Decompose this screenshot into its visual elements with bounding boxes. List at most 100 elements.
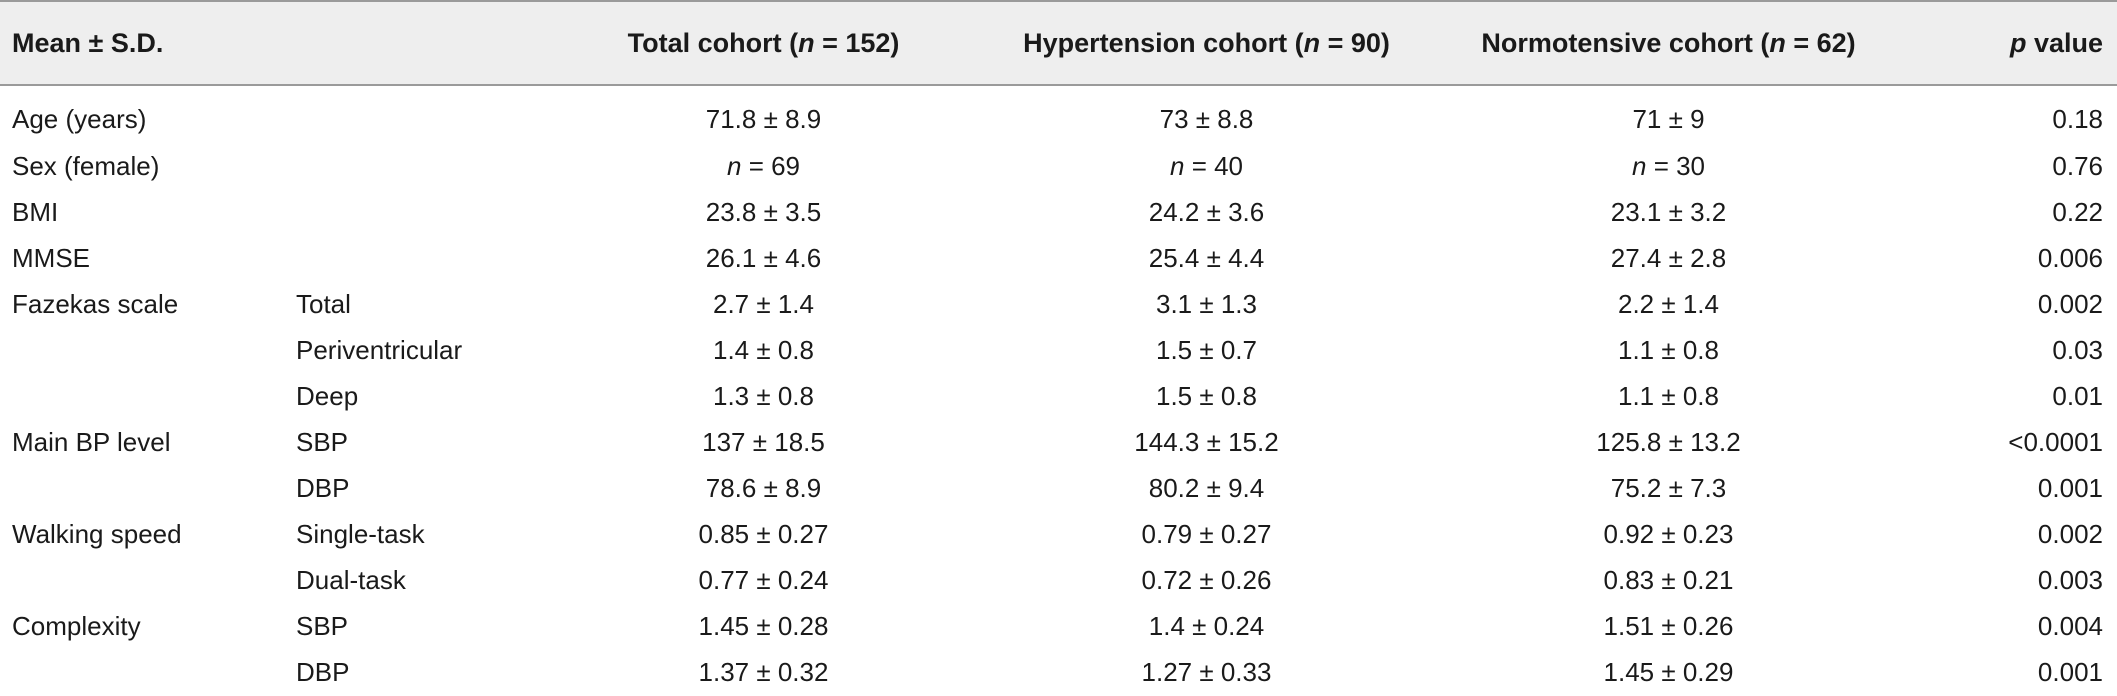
row-subgroup: SBP [296,610,349,641]
cell-p-value: 0.001 [2037,656,2103,687]
row-subgroup: DBP [296,472,350,503]
cell-normotensive: 125.8 ± 13.2 [1596,426,1741,457]
row-subgroup: Dual-task [296,564,406,595]
row-subgroup [286,235,552,281]
cell-normotensive: 27.4 ± 2.8 [1610,242,1727,273]
cell-p-value: 0.18 [2052,104,2103,134]
table-header: Mean ± S.D. Total cohort (n = 152) Hyper… [0,0,2117,86]
row-group [0,557,286,603]
row-subgroup [286,143,552,189]
row-group [0,327,286,373]
cell-normotensive: 1.1 ± 0.8 [1617,334,1719,365]
row-group [0,465,286,511]
cell-normotensive: 0.92 ± 0.23 [1603,518,1734,549]
table-row: Sex (female) n = 69 n = 40 n = 30 0.76 [0,143,2117,189]
table-row: Walking speed Single-task 0.85 ± 0.27 0.… [0,511,2117,557]
cell-normotensive: 71 ± 9 [1632,104,1705,134]
cell-p-value: 0.01 [2052,380,2103,411]
cell-p-value: <0.0001 [2008,426,2103,457]
cell-p-value: 0.22 [2052,196,2103,227]
header-hypertension-cohort: Hypertension cohort (n = 90) [975,0,1438,86]
row-subgroup: Single-task [296,518,425,549]
cell-total: 2.7 ± 1.4 [712,288,814,319]
cell-hypertension: 1.4 ± 0.24 [1148,610,1265,641]
cell-p-value: 0.03 [2052,334,2103,365]
table-row: DBP 78.6 ± 8.9 80.2 ± 9.4 75.2 ± 7.3 0.0… [0,465,2117,511]
table-row: Complexity SBP 1.45 ± 0.28 1.4 ± 0.24 1.… [0,603,2117,649]
cell-hypertension: 1.5 ± 0.7 [1155,334,1257,365]
table-body: Age (years) 71.8 ± 8.9 73 ± 8.8 71 ± 9 0… [0,85,2117,695]
cell-p-value: 0.001 [2037,472,2103,503]
header-subgroup [286,0,552,86]
row-subgroup [286,189,552,235]
cell-p-value: 0.006 [2037,242,2103,273]
row-subgroup: Total [296,288,351,319]
table-row: Main BP level SBP 137 ± 18.5 144.3 ± 15.… [0,419,2117,465]
header-mean-sd: Mean ± S.D. [0,0,286,86]
cell-normotensive: 0.83 ± 0.21 [1603,564,1734,595]
cell-hypertension: 1.27 ± 0.33 [1141,656,1272,687]
row-group [0,649,286,695]
row-group: Complexity [12,610,141,641]
cell-hypertension: 1.5 ± 0.8 [1155,380,1257,411]
cell-total: 137 ± 18.5 [702,426,825,457]
cell-normotensive: 23.1 ± 3.2 [1610,196,1727,227]
cell-p-value: 0.002 [2037,288,2103,319]
cell-p-value: 0.76 [2052,150,2103,181]
cell-total: 71.8 ± 8.9 [705,104,822,134]
header-row: Mean ± S.D. Total cohort (n = 152) Hyper… [0,0,2117,86]
cell-normotensive: 1.45 ± 0.29 [1603,656,1734,687]
cell-hypertension: 3.1 ± 1.3 [1155,288,1257,319]
row-group: BMI [12,196,59,227]
row-group: Walking speed [12,518,182,549]
cell-hypertension: 144.3 ± 15.2 [1134,426,1279,457]
header-p-value: p value [1899,0,2117,86]
cell-hypertension: n = 40 [1169,150,1244,181]
cell-total: 23.8 ± 3.5 [705,196,822,227]
row-group: Main BP level [12,426,171,457]
row-subgroup: Deep [296,380,359,411]
cell-normotensive: 1.51 ± 0.26 [1603,610,1734,641]
table-row: DBP 1.37 ± 0.32 1.27 ± 0.33 1.45 ± 0.29 … [0,649,2117,695]
row-group: MMSE [12,242,90,273]
table-row: Dual-task 0.77 ± 0.24 0.72 ± 0.26 0.83 ±… [0,557,2117,603]
row-subgroup: DBP [296,656,350,687]
cell-total: 1.45 ± 0.28 [698,610,829,641]
row-group: Sex (female) [12,150,160,181]
cell-hypertension: 0.72 ± 0.26 [1141,564,1272,595]
cell-total: 1.37 ± 0.32 [698,656,829,687]
cell-p-value: 0.002 [2037,518,2103,549]
cell-hypertension: 24.2 ± 3.6 [1148,196,1265,227]
row-subgroup: Periventricular [296,334,463,365]
table-row: MMSE 26.1 ± 4.6 25.4 ± 4.4 27.4 ± 2.8 0.… [0,235,2117,281]
table-row: Age (years) 71.8 ± 8.9 73 ± 8.8 71 ± 9 0… [0,85,2117,143]
cell-total: 0.77 ± 0.24 [698,564,829,595]
cell-hypertension: 25.4 ± 4.4 [1148,242,1265,273]
table-row: BMI 23.8 ± 3.5 24.2 ± 3.6 23.1 ± 3.2 0.2… [0,189,2117,235]
row-group: Age (years) [12,104,147,134]
row-group [0,373,286,419]
cell-p-value: 0.003 [2037,564,2103,595]
cell-normotensive: 1.1 ± 0.8 [1617,380,1719,411]
row-subgroup [286,85,552,143]
cell-p-value: 0.004 [2037,610,2103,641]
cell-normotensive: 75.2 ± 7.3 [1610,472,1727,503]
table-row: Fazekas scale Total 2.7 ± 1.4 3.1 ± 1.3 … [0,281,2117,327]
header-total-cohort: Total cohort (n = 152) [552,0,975,86]
row-group: Fazekas scale [12,288,179,319]
cell-total: 0.85 ± 0.27 [698,518,829,549]
cell-total: 1.3 ± 0.8 [712,380,814,411]
cell-total: n = 69 [726,150,801,181]
table-row: Periventricular 1.4 ± 0.8 1.5 ± 0.7 1.1 … [0,327,2117,373]
cell-hypertension: 0.79 ± 0.27 [1141,518,1272,549]
cell-total: 26.1 ± 4.6 [705,242,822,273]
cell-total: 1.4 ± 0.8 [712,334,814,365]
table-row: Deep 1.3 ± 0.8 1.5 ± 0.8 1.1 ± 0.8 0.01 [0,373,2117,419]
cell-total: 78.6 ± 8.9 [705,472,822,503]
row-subgroup: SBP [296,426,349,457]
cell-normotensive: 2.2 ± 1.4 [1617,288,1719,319]
cell-hypertension: 80.2 ± 9.4 [1148,472,1265,503]
cell-hypertension: 73 ± 8.8 [1159,104,1254,134]
